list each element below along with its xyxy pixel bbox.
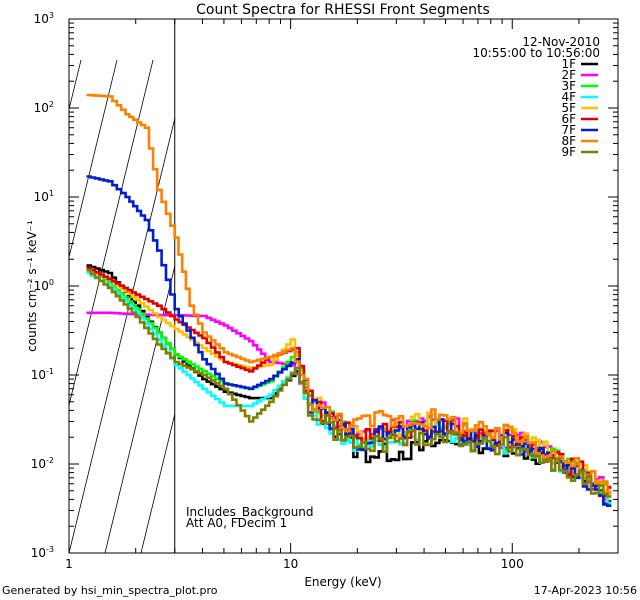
annotation-background: Includes_Background	[186, 505, 314, 519]
legend-label-1F: 1F	[561, 57, 576, 71]
hatch-line	[140, 412, 175, 553]
x-axis-label: Energy (keV)	[304, 575, 381, 589]
legend-label-5F: 5F	[561, 101, 576, 115]
series-line-9F	[86, 269, 612, 498]
legend-label-4F: 4F	[561, 90, 576, 104]
y-tick-label: 102	[34, 100, 54, 115]
axis-ticks	[68, 19, 619, 554]
chart-date: 12-Nov-2010	[522, 35, 600, 49]
legend-label-6F: 6F	[561, 112, 576, 126]
x-tick-label: 100	[501, 557, 524, 571]
y-tick-labels: 10-3 10-2 10-1 100 101 102 103	[31, 11, 54, 560]
y-tick-label: 101	[34, 189, 54, 204]
footer-timestamp: 17-Apr-2023 10:56	[534, 584, 637, 597]
x-tick-label: 1	[65, 557, 73, 571]
chart-title: Count Spectra for RHESSI Front Segments	[196, 2, 490, 18]
hatch-line	[104, 264, 175, 553]
series-line-8F	[86, 93, 612, 495]
legend-label-2F: 2F	[561, 68, 576, 82]
y-tick-label: 10-3	[31, 545, 54, 560]
hatch-line	[69, 59, 118, 259]
legend-label-7F: 7F	[561, 123, 576, 137]
hatch-line	[69, 59, 154, 407]
y-tick-label: 100	[34, 278, 54, 293]
y-tick-label: 103	[34, 11, 54, 26]
legend-label-9F: 9F	[561, 145, 576, 159]
y-tick-label: 10-1	[31, 367, 54, 382]
series-layer	[86, 93, 612, 507]
x-tick-labels: 1 10 100	[65, 557, 524, 571]
y-axis-label: counts cm⁻² s⁻¹ keV⁻¹	[25, 220, 39, 352]
x-tick-label: 10	[283, 557, 298, 571]
legend-label-3F: 3F	[561, 79, 576, 93]
legend-label-8F: 8F	[561, 134, 576, 148]
annotation-attenuator: Att A0, FDecim 1	[186, 516, 287, 530]
chart-time-range: 10:55:00 to 10:56:00	[473, 46, 600, 60]
y-tick-label: 10-2	[31, 456, 54, 471]
footer-generated-by: Generated by hsi_min_spectra_plot.pro	[2, 584, 218, 597]
